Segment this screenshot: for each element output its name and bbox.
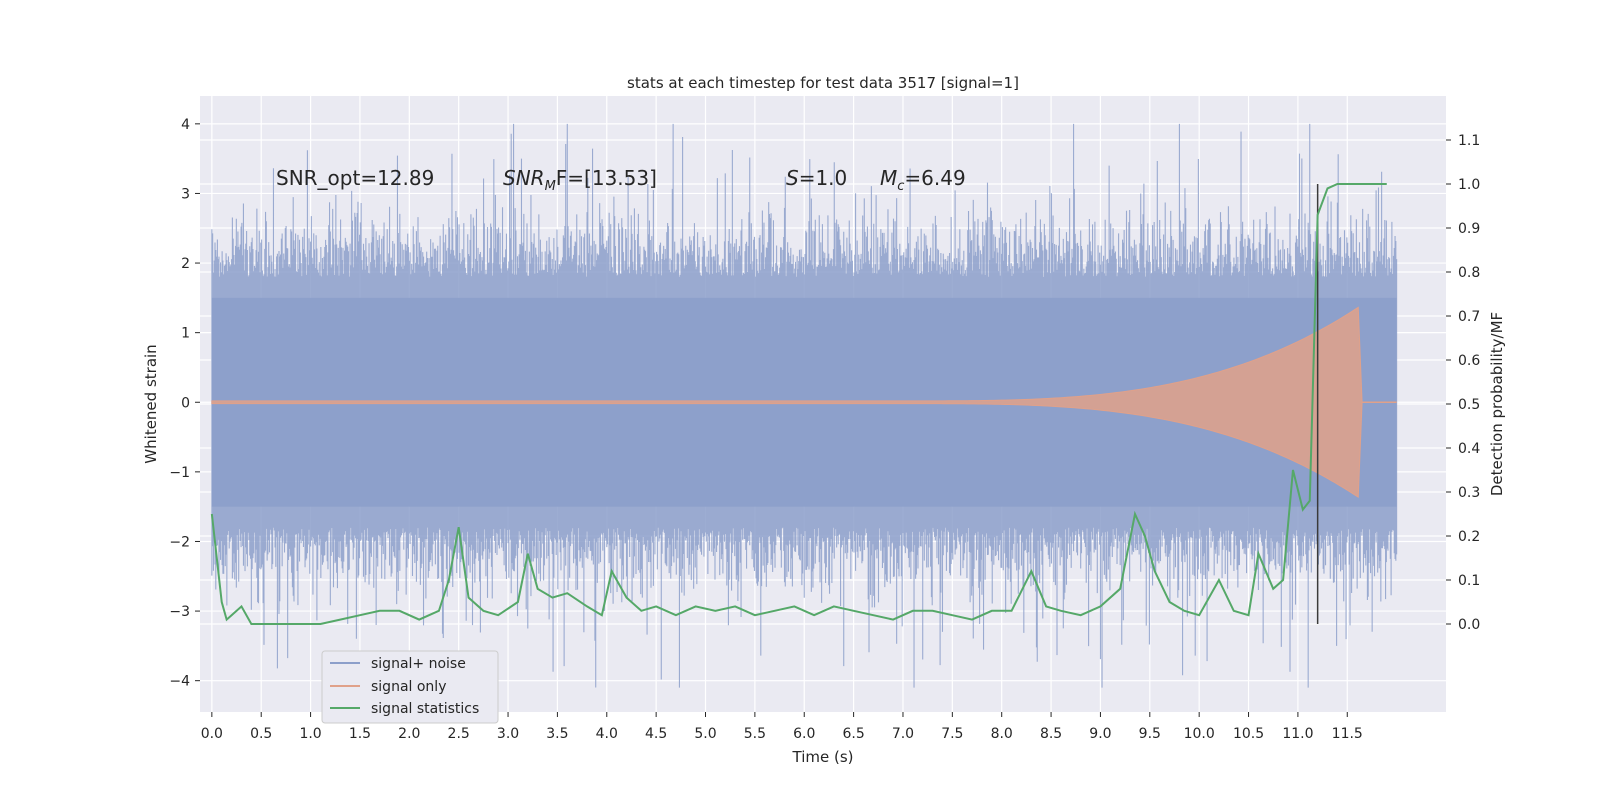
y-tick-label-right: 0.0 <box>1458 617 1480 633</box>
y-tick-labels-right: 1.1 1.0 0.9 0.8 0.7 0.6 0.5 0.4 0.3 0.2 0.1 0.0 <box>1446 133 1480 633</box>
x-tick-labels: 0.0 0.5 1.0 1.5 2.0 2.5 3.0 3.5 4.0 4.5 5.0 5.5 6.0 6… <box>201 712 1363 742</box>
annotation-mc-symbol: M <box>880 166 897 190</box>
y-tick-label-left: 2 <box>181 256 190 272</box>
chart-title: stats at each timestep for test data 351… <box>627 74 1019 92</box>
annotation-snr-mf: SNRMF=[13.53] <box>503 166 657 194</box>
y-tick-label-right: 0.3 <box>1458 485 1480 501</box>
y-tick-label-left: 1 <box>181 326 190 342</box>
annotation-snr-mf-value: F=[13.53] <box>556 166 657 190</box>
y-tick-label-left: −3 <box>169 604 190 620</box>
annotation-mc-value: =6.49 <box>904 166 965 190</box>
y-tick-label-right: 0.2 <box>1458 529 1480 545</box>
y-tick-label-right: 0.9 <box>1458 221 1480 237</box>
x-tick-label: 4.0 <box>596 726 618 742</box>
x-tick-label: 5.5 <box>744 726 766 742</box>
annotation-mc: Mc=6.49 <box>880 166 966 194</box>
legend-label-signal-statistics: signal statistics <box>371 701 479 717</box>
x-tick-label: 2.5 <box>448 726 470 742</box>
x-tick-label: 11.5 <box>1332 726 1363 742</box>
x-tick-label: 10.0 <box>1184 726 1215 742</box>
legend-box <box>321 650 499 724</box>
x-tick-label: 8.5 <box>1040 726 1062 742</box>
annotation-s-symbol: S <box>786 166 799 190</box>
y-tick-label-right: 1.0 <box>1458 177 1480 193</box>
x-tick-label: 7.5 <box>941 726 963 742</box>
x-tick-label: 5.0 <box>694 726 716 742</box>
signal-statistics-line <box>210 183 1387 625</box>
annotation-snr-mf-symbol: SNR <box>503 166 545 190</box>
y-tick-label-right: 0.7 <box>1458 309 1480 325</box>
x-tick-label: 0.0 <box>201 726 223 742</box>
y-tick-label-left: −4 <box>169 674 190 690</box>
x-tick-label: 2.0 <box>398 726 420 742</box>
y-tick-labels-left: 4 3 2 1 0 −1 −2 −3 −4 <box>169 117 200 690</box>
x-tick-label: 4.5 <box>645 726 667 742</box>
x-tick-label: 7.0 <box>892 726 914 742</box>
y-tick-label-right: 0.8 <box>1458 265 1480 281</box>
y-tick-label-left: −1 <box>169 465 190 481</box>
y-tick-label-right: 0.1 <box>1458 573 1480 589</box>
x-tick-label: 3.0 <box>497 726 519 742</box>
signal-only-envelope <box>211 306 1363 499</box>
x-tick-label: 10.5 <box>1233 726 1264 742</box>
x-tick-label: 9.5 <box>1139 726 1161 742</box>
x-tick-label: 3.5 <box>546 726 568 742</box>
y-tick-label-right: 0.5 <box>1458 397 1480 413</box>
annotation-mc-subscript: c <box>897 179 904 194</box>
x-tick-label: 1.5 <box>349 726 371 742</box>
annotation-snr-opt: SNR_opt=12.89 <box>276 166 434 190</box>
annotation-snr-mf-subscript: M <box>545 179 556 194</box>
x-tick-label: 8.0 <box>991 726 1013 742</box>
annotation-s: S=1.0 <box>786 166 847 190</box>
series-signal-statistics <box>210 183 1387 625</box>
x-axis-label: Time (s) <box>792 748 854 766</box>
y-tick-label-right: 0.6 <box>1458 353 1480 369</box>
x-tick-label: 1.0 <box>299 726 321 742</box>
legend-label-signal-only: signal only <box>371 679 446 695</box>
y-tick-label-left: −2 <box>169 534 190 550</box>
annotation-s-value: =1.0 <box>799 166 848 190</box>
y-tick-label-right: 1.1 <box>1458 133 1480 149</box>
x-tick-label: 6.0 <box>793 726 815 742</box>
x-tick-label: 11.0 <box>1282 726 1313 742</box>
y-axis-label-left: Whitened strain <box>142 344 160 463</box>
x-tick-label: 0.5 <box>250 726 272 742</box>
y-tick-label-right: 0.4 <box>1458 441 1480 457</box>
y-tick-label-left: 0 <box>181 395 190 411</box>
x-tick-label: 6.5 <box>842 726 864 742</box>
series-signal-only <box>211 306 1397 499</box>
y-axis-label-right: Detection probability/MF <box>1488 312 1506 496</box>
y-tick-label-left: 4 <box>181 117 190 133</box>
legend-label-signal-plus-noise: signal+ noise <box>371 656 466 672</box>
legend: signal+ noise signal only signal statist… <box>321 650 499 724</box>
x-tick-label: 9.0 <box>1089 726 1111 742</box>
y-tick-label-left: 3 <box>181 186 190 202</box>
